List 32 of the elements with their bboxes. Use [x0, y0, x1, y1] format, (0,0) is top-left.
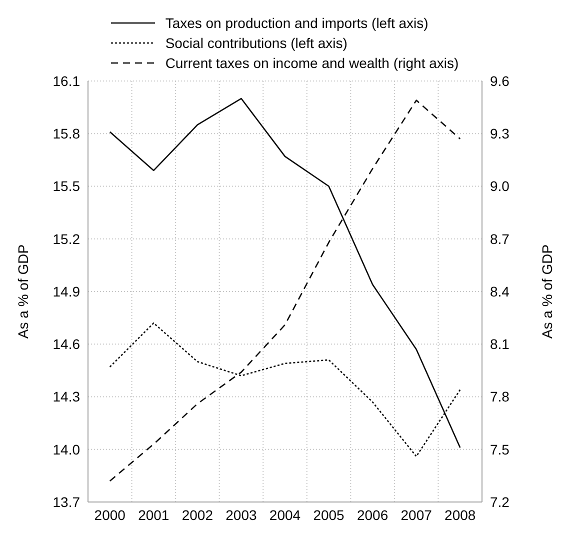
x-tick-label: 2007	[400, 506, 432, 523]
x-tick-label: 2008	[444, 506, 476, 523]
y2-tick-label: 8.7	[490, 230, 510, 247]
legend-label: Taxes on production and imports (left axis)	[165, 15, 428, 31]
y2-tick-label: 7.5	[490, 441, 510, 458]
x-tick-label: 2000	[94, 506, 126, 523]
y2-tick-label: 8.4	[490, 283, 510, 300]
y-tick-label: 15.8	[52, 126, 80, 142]
y2-tick-label: 7.2	[490, 494, 510, 510]
x-tick-label: 2005	[313, 506, 345, 523]
y-tick-label: 14.9	[52, 283, 80, 300]
y-tick-label: 14.6	[52, 336, 80, 352]
y-tick-label: 16.1	[52, 72, 80, 89]
y-tick-label: 15.2	[52, 230, 80, 247]
y-tick-label: 14.3	[52, 388, 80, 405]
x-tick-label: 2002	[182, 506, 214, 523]
y2-tick-label: 9.3	[490, 126, 510, 142]
y-tick-label: 14.0	[52, 441, 80, 458]
y2-tick-label: 9.6	[490, 72, 510, 89]
y2-tick-label: 8.1	[490, 336, 510, 352]
legend-label: Social contributions (left axis)	[165, 35, 348, 51]
x-tick-label: 2001	[138, 506, 170, 523]
y-tick-label: 15.5	[52, 178, 80, 194]
x-tick-label: 2004	[269, 506, 301, 523]
y2-tick-label: 7.8	[490, 388, 510, 405]
x-tick-label: 2003	[226, 506, 258, 523]
x-tick-label: 2006	[356, 506, 388, 523]
y-tick-label: 13.7	[52, 494, 80, 510]
y2-axis-title: As a % of GDP	[538, 244, 555, 339]
legend-label: Current taxes on income and wealth (right axis)	[165, 55, 459, 71]
y-axis-title: As a % of GDP	[14, 244, 31, 339]
y2-tick-label: 9.0	[490, 178, 510, 194]
